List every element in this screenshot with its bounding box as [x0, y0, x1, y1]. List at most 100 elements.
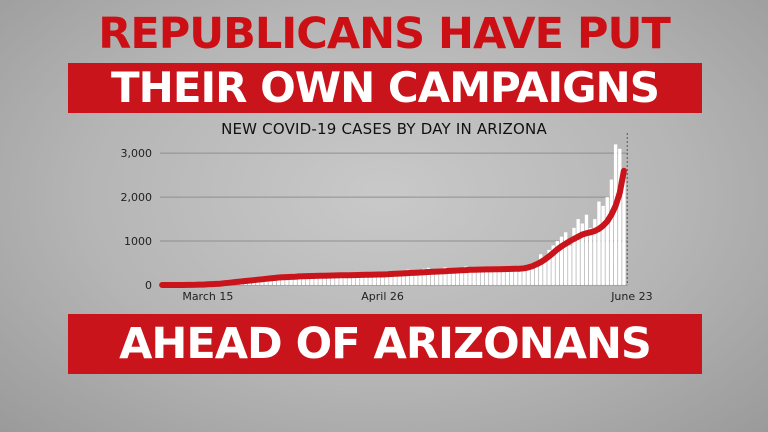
- case-bar: [622, 170, 626, 285]
- case-bar: [497, 268, 501, 285]
- x-tick-label: March 15: [182, 290, 233, 303]
- headline-banner-1: THEIR OWN CAMPAIGNS: [68, 63, 702, 113]
- case-bar: [514, 267, 518, 285]
- case-bar: [564, 232, 568, 285]
- case-bar: [526, 265, 530, 285]
- case-bar: [435, 269, 439, 285]
- case-bar: [568, 245, 572, 285]
- case-bar: [530, 263, 535, 285]
- case-bar: [306, 276, 310, 285]
- case-bar: [297, 274, 302, 285]
- case-bar: [272, 277, 277, 285]
- case-bar: [385, 270, 389, 285]
- x-tick-label: June 23: [610, 290, 652, 303]
- case-bar: [339, 274, 343, 285]
- y-tick-label: 0: [145, 279, 152, 292]
- case-bar: [447, 271, 451, 285]
- case-bar: [597, 201, 601, 285]
- case-bar: [285, 276, 289, 285]
- case-bar: [430, 270, 435, 285]
- case-bar: [572, 227, 576, 285]
- case-bar: [605, 197, 609, 285]
- case-bar: [389, 272, 393, 285]
- case-bar: [401, 270, 406, 285]
- case-bar: [480, 267, 485, 285]
- case-bar: [289, 275, 293, 285]
- case-bar: [268, 277, 272, 285]
- case-bar: [493, 267, 497, 285]
- case-bar: [451, 270, 455, 285]
- case-bar: [476, 268, 480, 285]
- case-bar: [468, 268, 472, 285]
- chart-title: NEW COVID-19 CASES BY DAY IN ARIZONA: [221, 120, 547, 138]
- case-bar: [601, 205, 605, 285]
- case-bar: [559, 236, 564, 285]
- daily-case-bars: [172, 133, 628, 285]
- case-bar: [335, 274, 339, 285]
- case-bar: [505, 267, 510, 285]
- case-bar: [472, 268, 476, 285]
- case-bar: [414, 270, 418, 285]
- case-bar: [443, 267, 447, 285]
- headline-line-1: REPUBLICANS HAVE PUT: [98, 9, 671, 59]
- case-bar: [509, 266, 514, 285]
- case-bar: [543, 258, 547, 285]
- y-tick-label: 2,000: [121, 191, 153, 204]
- x-axis-ticks: March 15 April 26 June 23: [182, 290, 652, 303]
- case-bar: [301, 274, 306, 285]
- case-bar: [422, 268, 426, 285]
- case-bar: [455, 268, 460, 285]
- case-bar: [522, 266, 526, 285]
- case-bar: [314, 274, 318, 285]
- case-bar: [555, 241, 560, 285]
- headline-banner-2: AHEAD OF ARIZONANS: [68, 314, 702, 374]
- case-bar: [322, 277, 327, 285]
- case-bar: [331, 275, 335, 285]
- case-bar: [355, 274, 360, 285]
- case-bar: [281, 276, 285, 285]
- case-bar: [310, 275, 314, 285]
- case-bar: [276, 277, 281, 285]
- case-bar: [551, 245, 555, 285]
- case-bar: [293, 275, 297, 285]
- case-bar: [405, 269, 410, 285]
- case-bar: [613, 144, 618, 285]
- x-tick-label: April 26: [361, 290, 404, 303]
- case-bar: [397, 271, 401, 285]
- case-bar: [609, 179, 614, 285]
- case-bar: [410, 271, 414, 285]
- case-bar: [464, 266, 468, 285]
- case-bar: [318, 274, 322, 285]
- case-bar: [584, 214, 589, 285]
- case-bar: [380, 271, 385, 285]
- y-tick-label: 1000: [124, 235, 152, 248]
- case-bar: [489, 268, 493, 285]
- case-bar: [534, 262, 539, 285]
- case-bar: [326, 276, 331, 285]
- case-bar: [593, 219, 597, 285]
- case-bar: [547, 249, 551, 285]
- case-bar: [368, 274, 372, 285]
- case-bar: [393, 272, 397, 285]
- case-bar: [484, 266, 489, 285]
- case-bar: [426, 267, 431, 285]
- case-bar: [343, 274, 347, 285]
- trend-line: [159, 167, 627, 288]
- case-bar: [376, 272, 381, 285]
- case-bar: [518, 268, 522, 285]
- case-bar: [439, 268, 443, 285]
- case-bar: [459, 267, 464, 285]
- y-tick-label: 3,000: [121, 147, 153, 160]
- case-bar: [360, 273, 364, 285]
- case-bar: [580, 223, 584, 285]
- trend-line-path: [159, 167, 627, 288]
- case-bar: [501, 268, 505, 285]
- case-bar: [347, 275, 351, 285]
- case-bar: [618, 148, 622, 285]
- case-bar: [418, 269, 422, 285]
- y-axis-ticks: 0 1000 2,000 3,000: [121, 147, 153, 292]
- case-bar: [372, 273, 376, 285]
- case-bar: [351, 274, 356, 285]
- case-bar: [539, 254, 543, 285]
- case-bar: [588, 227, 593, 285]
